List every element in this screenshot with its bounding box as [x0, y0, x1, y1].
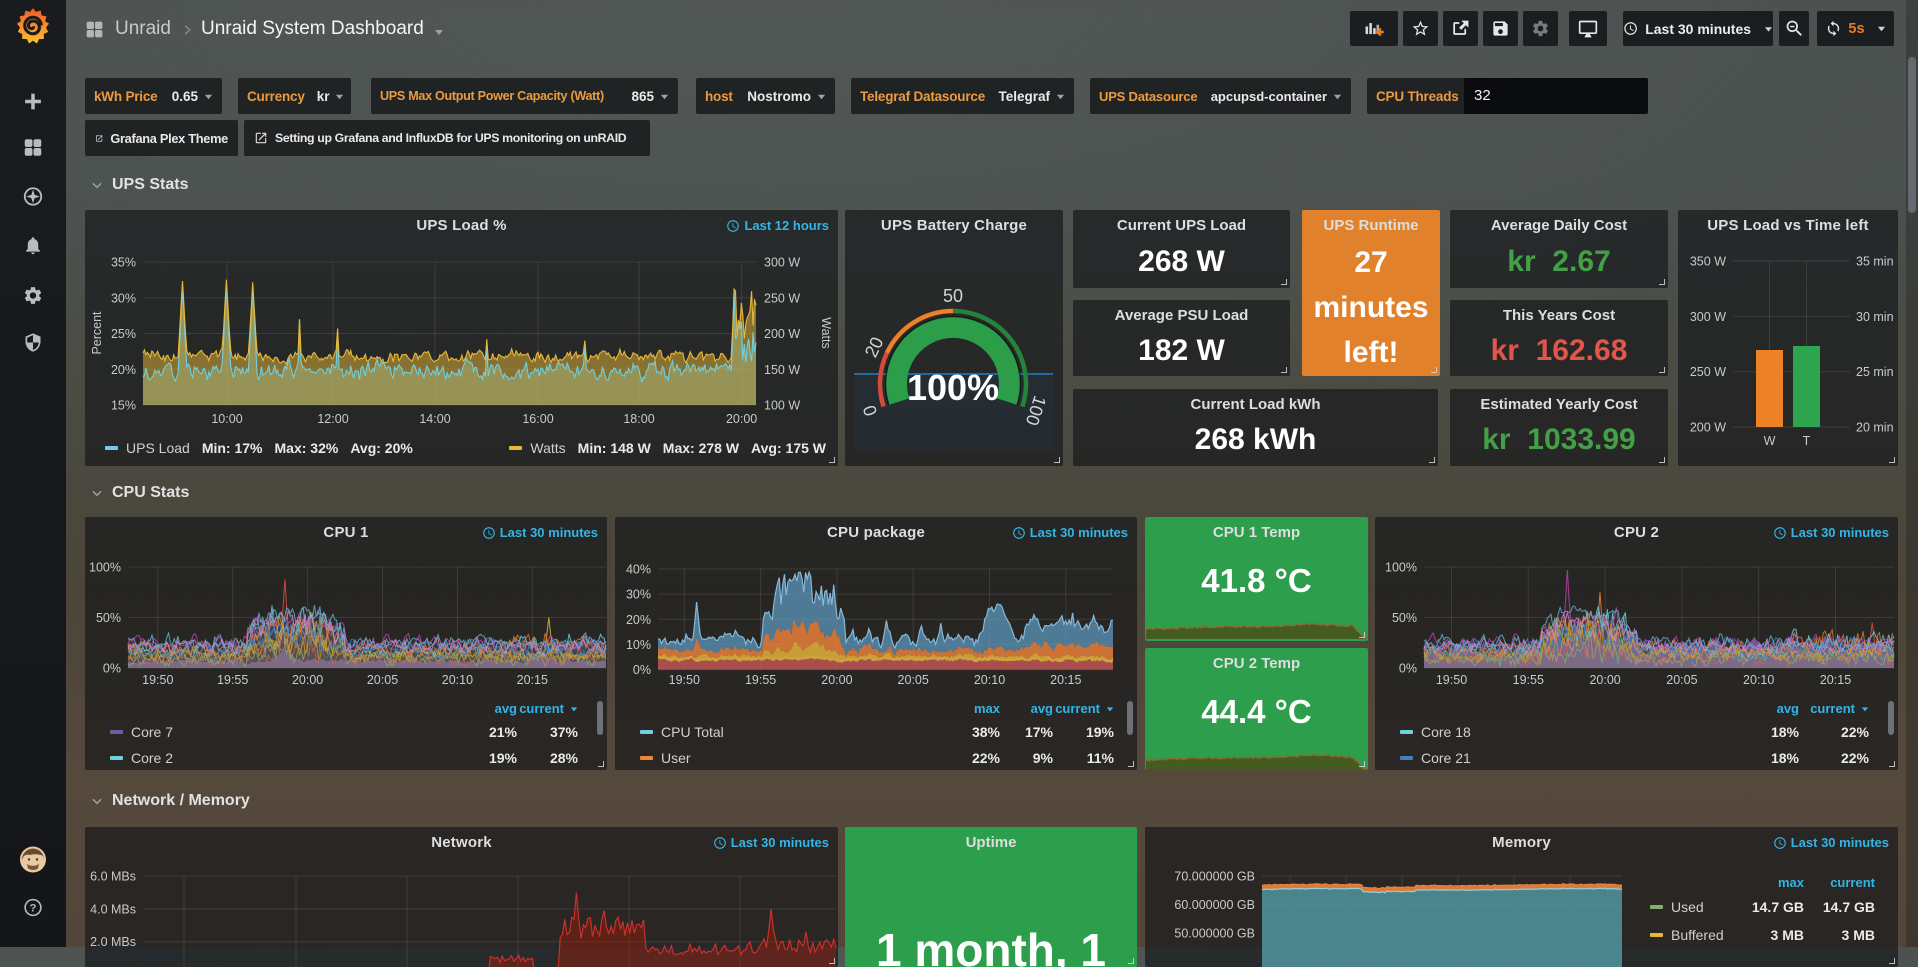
- svg-text:19:50: 19:50: [669, 673, 700, 687]
- svg-text:30%: 30%: [111, 291, 136, 305]
- svg-text:0%: 0%: [1399, 662, 1417, 676]
- svg-text:250 W: 250 W: [764, 291, 800, 305]
- svg-text:Watts: Watts: [819, 317, 833, 348]
- svg-text:20:05: 20:05: [367, 673, 398, 687]
- svg-text:Percent: Percent: [90, 311, 104, 355]
- svg-text:20%: 20%: [626, 613, 651, 627]
- svg-text:20:15: 20:15: [1050, 673, 1081, 687]
- svg-text:25%: 25%: [111, 327, 136, 341]
- svg-text:4.0 MBs: 4.0 MBs: [90, 902, 136, 916]
- svg-text:50.000000 GB: 50.000000 GB: [1174, 926, 1255, 940]
- svg-text:T: T: [1803, 434, 1811, 448]
- svg-text:20:00: 20:00: [726, 412, 757, 426]
- svg-text:100%: 100%: [907, 367, 999, 408]
- svg-text:19:50: 19:50: [142, 673, 173, 687]
- svg-text:20:00: 20:00: [1589, 673, 1620, 687]
- svg-text:250 W: 250 W: [1690, 365, 1726, 379]
- svg-text:?: ?: [30, 902, 37, 914]
- svg-text:20:05: 20:05: [1666, 673, 1697, 687]
- svg-text:16:00: 16:00: [522, 412, 553, 426]
- svg-text:19:55: 19:55: [1513, 673, 1544, 687]
- svg-text:19:55: 19:55: [217, 673, 248, 687]
- svg-text:350 W: 350 W: [1690, 255, 1726, 269]
- svg-text:20:05: 20:05: [898, 673, 929, 687]
- svg-text:30%: 30%: [626, 588, 651, 602]
- svg-text:60.000000 GB: 60.000000 GB: [1174, 898, 1255, 912]
- svg-text:0%: 0%: [633, 663, 651, 677]
- svg-text:200 W: 200 W: [764, 327, 800, 341]
- svg-text:12:00: 12:00: [317, 412, 348, 426]
- svg-text:10%: 10%: [626, 638, 651, 652]
- svg-text:40%: 40%: [626, 563, 651, 577]
- svg-text:18:00: 18:00: [623, 412, 654, 426]
- svg-text:10:00: 10:00: [211, 412, 242, 426]
- svg-text:50: 50: [943, 286, 963, 306]
- svg-text:20:00: 20:00: [292, 673, 323, 687]
- svg-text:19:55: 19:55: [745, 673, 776, 687]
- svg-text:2.0 MBs: 2.0 MBs: [90, 935, 136, 949]
- svg-text:20%: 20%: [111, 363, 136, 377]
- svg-text:20:00: 20:00: [821, 673, 852, 687]
- svg-text:14:00: 14:00: [419, 412, 450, 426]
- svg-text:100 W: 100 W: [764, 399, 800, 413]
- svg-text:20:15: 20:15: [1820, 673, 1851, 687]
- svg-text:30 min: 30 min: [1856, 310, 1894, 324]
- svg-text:25 min: 25 min: [1856, 365, 1894, 379]
- svg-text:300 W: 300 W: [764, 256, 800, 270]
- svg-text:W: W: [1764, 434, 1776, 448]
- svg-text:15%: 15%: [111, 399, 136, 413]
- svg-text:20:10: 20:10: [442, 673, 473, 687]
- svg-text:35%: 35%: [111, 256, 136, 270]
- svg-text:50%: 50%: [1392, 611, 1417, 625]
- svg-text:300 W: 300 W: [1690, 310, 1726, 324]
- svg-text:20:15: 20:15: [517, 673, 548, 687]
- svg-text:100%: 100%: [1385, 561, 1417, 575]
- svg-text:70.000000 GB: 70.000000 GB: [1174, 870, 1255, 884]
- svg-text:6.0 MBs: 6.0 MBs: [90, 870, 136, 884]
- svg-text:100%: 100%: [89, 561, 121, 575]
- svg-text:50%: 50%: [96, 611, 121, 625]
- svg-text:200 W: 200 W: [1690, 421, 1726, 435]
- svg-text:20 min: 20 min: [1856, 421, 1894, 435]
- svg-text:20:10: 20:10: [1743, 673, 1774, 687]
- svg-text:19:50: 19:50: [1436, 673, 1467, 687]
- svg-text:35 min: 35 min: [1856, 255, 1894, 269]
- svg-text:20:10: 20:10: [974, 673, 1005, 687]
- svg-text:150 W: 150 W: [764, 363, 800, 377]
- svg-text:0%: 0%: [103, 662, 121, 676]
